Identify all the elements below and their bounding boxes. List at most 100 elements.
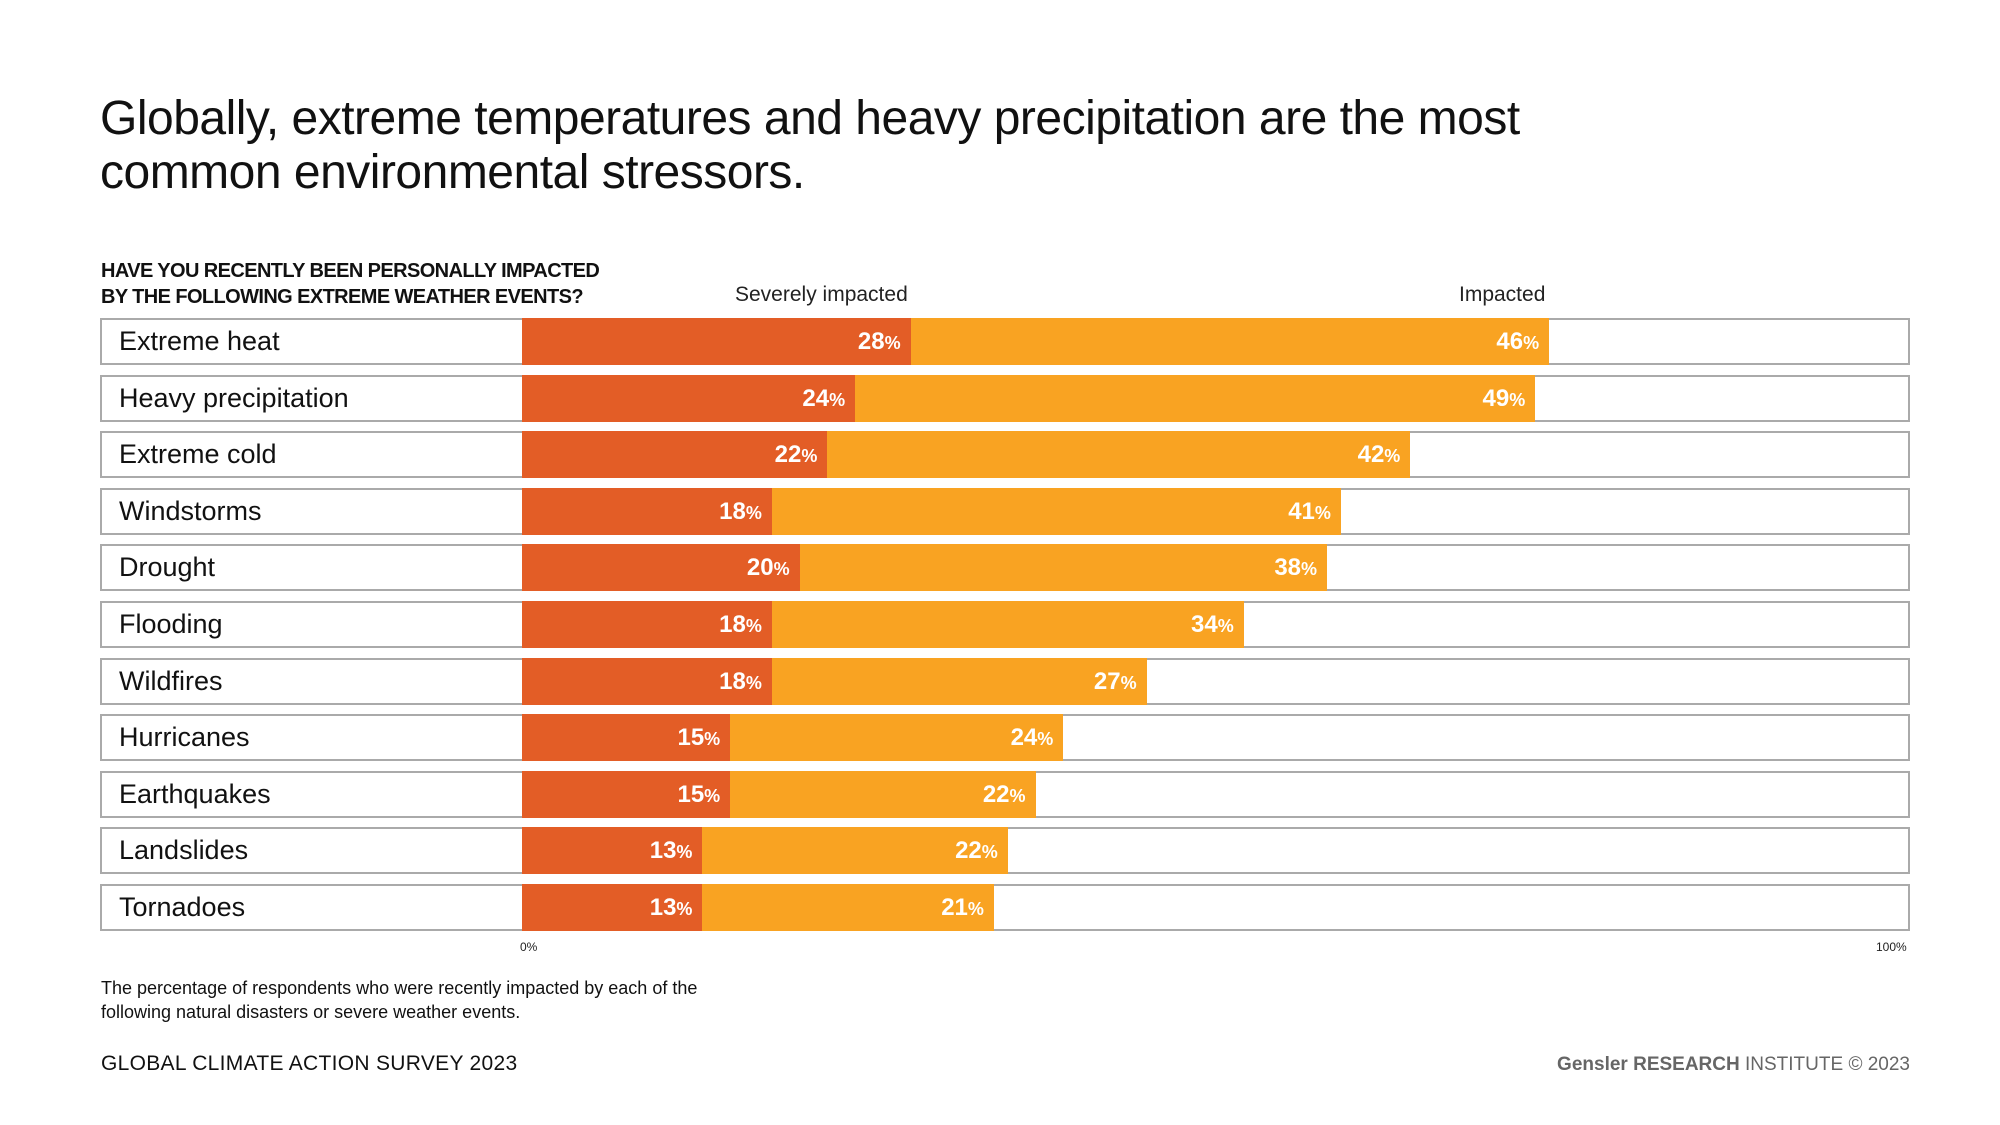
data-label: 22%	[955, 827, 998, 876]
data-value: 20	[746, 554, 774, 582]
data-value: 22	[982, 780, 1010, 808]
percent-sign: %	[745, 502, 762, 523]
data-label: 22%	[775, 431, 818, 480]
percent-sign: %	[1523, 333, 1540, 353]
data-value: 49	[1482, 384, 1510, 412]
chart-row: Extreme heat 28% 46%	[100, 318, 1910, 365]
data-label: 28%	[858, 318, 901, 367]
data-label: 34%	[1191, 601, 1234, 650]
data-value: 34	[1191, 611, 1218, 638]
percent-sign: %	[1314, 502, 1331, 523]
x-tick-100: 100%	[1876, 940, 1907, 954]
data-label: 18%	[719, 601, 762, 650]
data-value: 38	[1274, 554, 1302, 582]
data-label: 22%	[983, 771, 1026, 820]
percent-sign: %	[884, 333, 901, 353]
percent-sign: %	[1009, 785, 1026, 806]
page-title: Globally, extreme temperatures and heavy…	[100, 92, 1520, 200]
category-label: Extreme heat	[119, 326, 280, 356]
percent-sign: %	[1509, 389, 1526, 410]
percent-sign: %	[773, 559, 790, 580]
data-label: 49%	[1483, 375, 1526, 424]
bar-impacted: 41%	[771, 487, 1341, 537]
data-label: 20%	[747, 544, 790, 593]
category-label: Landslides	[119, 835, 249, 866]
bar-impacted: 21%	[702, 884, 994, 933]
legend-impacted: Impacted	[1459, 283, 1546, 306]
bar-severely-impacted: 24%	[522, 374, 856, 424]
chart-row: Flooding 18% 34%	[100, 601, 1910, 648]
bar-impacted: 42%	[827, 431, 1411, 479]
chart-row: Landslides 13% 22%	[100, 827, 1910, 876]
data-label: 13%	[650, 884, 693, 933]
percent-sign: %	[829, 389, 846, 410]
data-value: 13	[649, 894, 677, 921]
category-label: Earthquakes	[119, 778, 271, 809]
category-label: Windstorms	[119, 495, 262, 526]
data-label: 21%	[941, 884, 984, 933]
data-value: 24	[802, 384, 830, 412]
brand-name: Gensler	[1557, 1054, 1628, 1075]
percent-sign: %	[1120, 672, 1137, 693]
data-value: 22	[774, 441, 802, 469]
category-label: Drought	[119, 552, 216, 583]
percent-sign: %	[801, 446, 818, 467]
data-value: 42	[1357, 441, 1385, 469]
chart-row: Wildfires 18% 27%	[100, 657, 1910, 707]
bar-severely-impacted: 15%	[522, 770, 731, 818]
bar-severely-impacted: 22%	[522, 431, 828, 480]
chart-row: Drought 20% 38%	[100, 544, 1910, 593]
data-label: 18%	[719, 658, 762, 707]
bar-severely-impacted: 18%	[522, 601, 772, 648]
category-label: Hurricanes	[119, 722, 250, 753]
chart-row: Windstorms 18% 41%	[100, 487, 1910, 537]
percent-sign: %	[1384, 446, 1401, 467]
data-value: 15	[677, 724, 705, 752]
data-value: 13	[649, 837, 677, 865]
bar-impacted: 22%	[730, 770, 1036, 820]
chart-row: Hurricanes 15% 24%	[100, 714, 1910, 763]
survey-name: GLOBAL CLIMATE ACTION SURVEY 2023	[101, 1052, 518, 1075]
data-value: 22	[955, 837, 982, 865]
data-label: 46%	[1496, 318, 1539, 367]
data-label: 15%	[677, 714, 720, 763]
bar-impacted: 27%	[771, 657, 1147, 707]
question-line-2: BY THE FOLLOWING EXTREME WEATHER EVENTS?	[101, 286, 584, 308]
data-label: 18%	[719, 488, 762, 537]
chart-note: The percentage of respondents who were r…	[101, 976, 697, 1024]
brand-research: RESEARCH	[1633, 1054, 1740, 1075]
data-value: 18	[719, 611, 746, 638]
category-label: Extreme cold	[119, 439, 277, 470]
percent-sign: %	[1037, 729, 1054, 750]
gensler-logo: Gensler RESEARCH INSTITUTE © 2023	[1557, 1054, 1910, 1076]
data-label: 24%	[802, 375, 845, 424]
question-line-1: HAVE YOU RECENTLY BEEN PERSONALLY IMPACT…	[101, 260, 600, 282]
data-label: 38%	[1274, 544, 1317, 593]
bar-severely-impacted: 13%	[522, 884, 703, 933]
percent-sign: %	[676, 899, 693, 919]
note-line-1: The percentage of respondents who were r…	[101, 978, 698, 998]
data-value: 21	[941, 894, 968, 921]
data-value: 28	[857, 328, 885, 355]
bar-severely-impacted: 15%	[522, 714, 731, 763]
data-label: 27%	[1094, 658, 1137, 707]
category-label: Wildfires	[119, 665, 223, 696]
bar-impacted: 22%	[702, 827, 1008, 876]
data-label: 41%	[1288, 488, 1331, 537]
data-label: 24%	[1011, 714, 1054, 763]
percent-sign: %	[676, 842, 693, 863]
data-value: 24	[1010, 724, 1038, 752]
data-value: 41	[1288, 497, 1315, 525]
bar-impacted: 24%	[730, 714, 1064, 763]
percent-sign: %	[1301, 559, 1318, 580]
data-value: 27	[1093, 667, 1121, 695]
bar-severely-impacted: 28%	[522, 318, 911, 365]
percent-sign: %	[967, 899, 984, 919]
bar-severely-impacted: 18%	[522, 657, 772, 707]
bar-severely-impacted: 18%	[522, 487, 772, 537]
percent-sign: %	[745, 672, 762, 693]
percent-sign: %	[981, 842, 998, 863]
brand-rest: INSTITUTE © 2023	[1745, 1054, 1910, 1075]
x-tick-0: 0%	[520, 940, 538, 954]
chart-row: Tornadoes 13% 21%	[100, 884, 1910, 931]
